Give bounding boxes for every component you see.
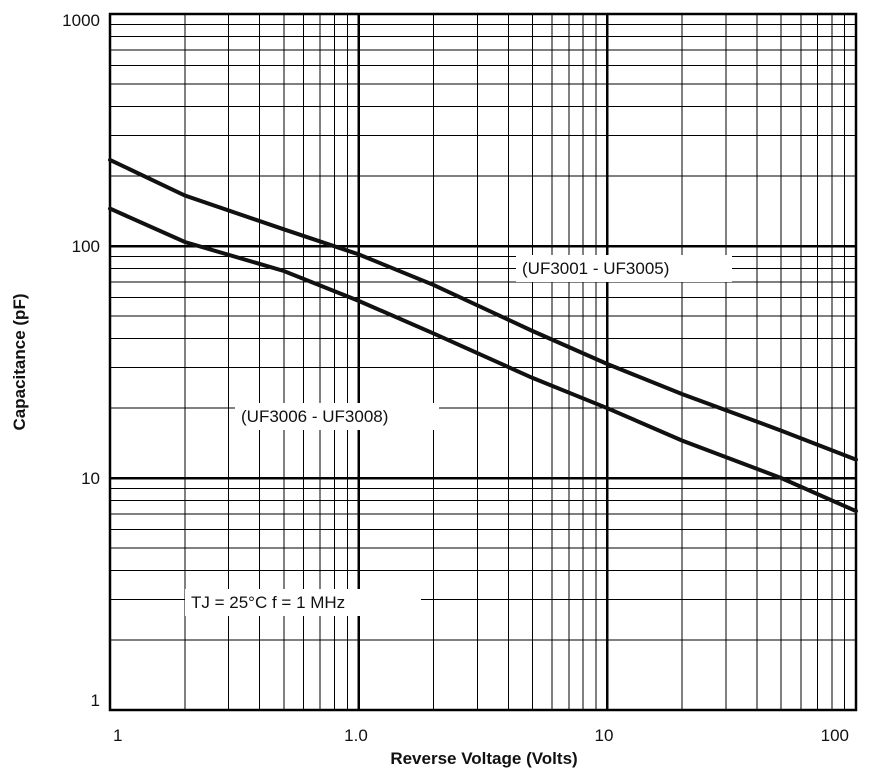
- x-tick-label: 10: [595, 726, 614, 745]
- series-line-1: [108, 157, 858, 462]
- series-label-uf3001-uf3005: (UF3001 - UF3005): [522, 259, 669, 278]
- series-line-2: [108, 206, 858, 514]
- y-tick-label: 100: [72, 237, 100, 256]
- y-tick-label: 1000: [62, 11, 100, 30]
- tick-labels: 1 1.0 10 100 1 10 100 1000: [62, 11, 849, 745]
- y-tick-label: 10: [81, 469, 100, 488]
- x-tick-label: 100: [821, 726, 849, 745]
- curves: [108, 157, 858, 514]
- condition-annotation: TJ = 25°C f = 1 MHz: [191, 593, 345, 612]
- y-tick-label: 1: [91, 691, 100, 710]
- series-labels: (UF3001 - UF3005) (UF3006 - UF3008) TJ = 2…: [185, 255, 732, 616]
- plot-frame: [108, 12, 858, 712]
- x-axis-title: Reverse Voltage (Volts): [390, 749, 577, 768]
- series-label-uf3006-uf3008: (UF3006 - UF3008): [241, 407, 388, 426]
- series-label-uf3001-uf3005-background: [516, 255, 732, 282]
- condition-annotation-background: [185, 589, 421, 616]
- series-label-uf3006-uf3008-background: [235, 403, 439, 430]
- x-tick-label: 1.0: [344, 726, 368, 745]
- x-tick-label: 1: [113, 726, 122, 745]
- y-axis-title: Capacitance (pF): [10, 294, 29, 431]
